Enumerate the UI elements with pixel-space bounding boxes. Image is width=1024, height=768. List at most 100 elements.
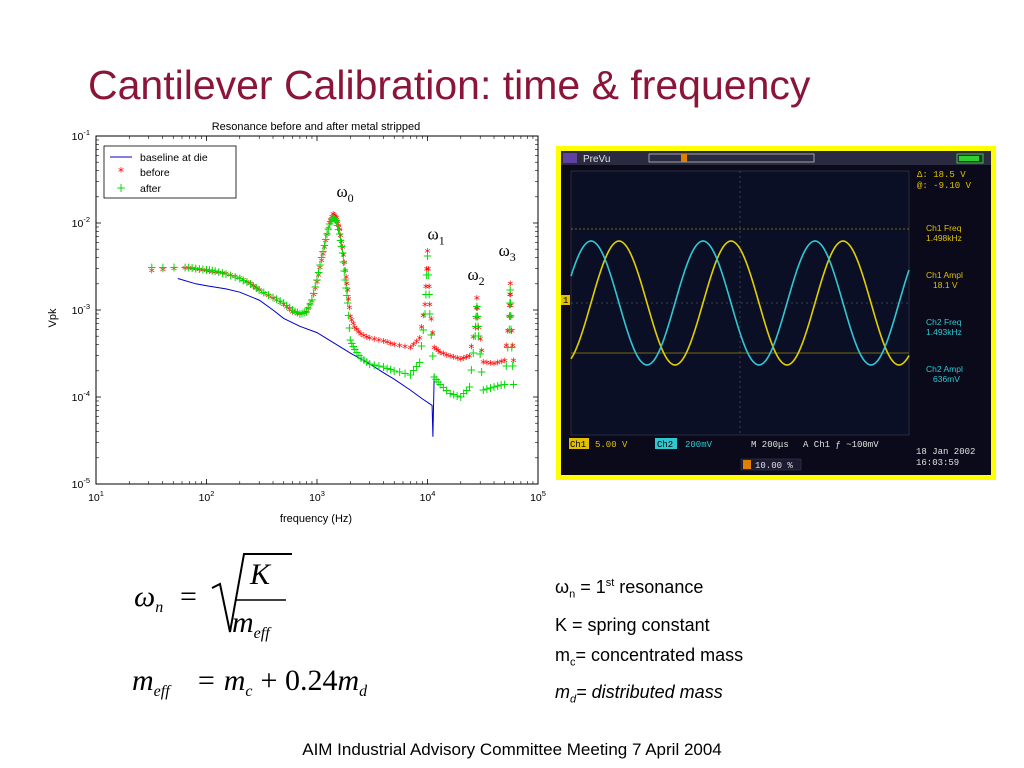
point-after: + <box>378 360 388 374</box>
point-after: + <box>507 341 517 355</box>
point-before: * <box>397 341 403 355</box>
svg-text:*: * <box>118 165 124 179</box>
point-after: + <box>431 372 441 386</box>
point-before: * <box>508 301 514 315</box>
point-before: * <box>461 353 467 367</box>
point-after: + <box>221 267 231 281</box>
x-tick-label: 105 <box>530 489 546 504</box>
point-after: + <box>238 273 248 287</box>
point-after: + <box>425 307 435 321</box>
point-after: + <box>408 364 418 378</box>
point-before: * <box>336 220 342 234</box>
point-before: * <box>311 290 317 304</box>
point-before: * <box>419 322 425 336</box>
definition-k: K = spring constant <box>555 614 710 635</box>
def-omega-sub: n <box>569 588 576 601</box>
point-before: * <box>299 308 305 322</box>
def-omega-symbol: ω <box>555 577 570 597</box>
point-before: * <box>503 341 509 355</box>
ch2-ampl-value: 636mV <box>933 374 960 384</box>
point-before: * <box>294 308 300 322</box>
slide-footer: AIM Industrial Advisory Committee Meetin… <box>302 740 722 759</box>
point-after: + <box>350 343 360 357</box>
def-omega-mid: = 1 <box>575 577 606 597</box>
point-after: + <box>207 264 217 278</box>
point-before: * <box>223 268 229 282</box>
point-before: * <box>261 288 267 302</box>
point-before: * <box>212 267 218 281</box>
point-before: * <box>200 265 206 279</box>
point-after: + <box>184 261 194 275</box>
point-after: + <box>508 359 518 373</box>
point-before: * <box>338 230 344 244</box>
point-before: * <box>402 342 408 356</box>
point-after: + <box>504 322 514 336</box>
point-after: + <box>416 339 426 353</box>
point-before: * <box>420 311 426 325</box>
point-before: * <box>307 300 313 314</box>
point-after: + <box>187 261 197 275</box>
point-after: + <box>421 288 431 302</box>
point-after: + <box>412 360 422 374</box>
point-after: + <box>347 336 357 350</box>
point-after: + <box>438 380 448 394</box>
point-before: * <box>329 212 335 226</box>
point-before: * <box>427 299 433 313</box>
point-before: * <box>250 281 256 295</box>
point-before: * <box>509 326 515 340</box>
point-after: + <box>191 262 201 276</box>
point-before: * <box>476 322 482 336</box>
point-after: + <box>452 389 462 403</box>
point-after: + <box>428 349 438 363</box>
point-before: * <box>468 342 474 356</box>
point-before: * <box>332 211 338 225</box>
ch2-freq-value: 1.493kHz <box>926 327 962 337</box>
point-after: + <box>248 279 258 293</box>
point-after: + <box>292 306 302 320</box>
point-before: * <box>240 275 246 289</box>
point-before: * <box>473 303 479 317</box>
point-before: * <box>337 224 343 238</box>
point-before: * <box>301 308 307 322</box>
point-before: * <box>444 350 450 364</box>
point-before: * <box>330 209 336 223</box>
point-after: + <box>442 383 452 397</box>
point-before: * <box>196 265 202 279</box>
y-axis-label: Vpk <box>47 308 59 327</box>
point-after: + <box>505 296 515 310</box>
eq-m-denom: m <box>232 606 254 639</box>
point-after: + <box>395 365 405 379</box>
point-before: * <box>388 338 394 352</box>
eq-d-sub: d <box>359 683 368 700</box>
point-before: * <box>281 299 287 313</box>
x-tick-label: 103 <box>309 489 325 504</box>
resonance-annotation: ω2 <box>467 265 484 288</box>
point-after: + <box>287 303 297 317</box>
point-after: + <box>282 298 292 312</box>
point-after: + <box>158 260 168 274</box>
point-after: + <box>501 359 511 373</box>
point-before: * <box>335 216 341 230</box>
point-before: * <box>495 358 501 372</box>
point-before: * <box>428 314 434 328</box>
resonance-annotation: ω3 <box>499 241 516 264</box>
point-after: + <box>214 265 224 279</box>
point-before: * <box>467 351 473 365</box>
point-before: * <box>488 358 494 372</box>
eq-omega: ω <box>134 580 155 613</box>
point-before: * <box>437 347 443 361</box>
point-before: * <box>244 277 250 291</box>
point-after: + <box>474 329 484 343</box>
point-after: + <box>500 377 510 391</box>
point-before: * <box>309 296 315 310</box>
point-after: + <box>323 222 333 236</box>
resonance-annotation: ω1 <box>428 224 445 247</box>
equations: ωn = K meff meff = mc + 0.24md <box>120 548 440 713</box>
bottom-time: M 200μs <box>751 440 789 450</box>
point-before: * <box>297 309 303 323</box>
legend-entry-baseline: baseline at die <box>140 152 208 164</box>
point-before: * <box>334 212 340 226</box>
point-before: * <box>498 356 504 370</box>
point-before: * <box>314 277 320 291</box>
point-before: * <box>371 334 377 348</box>
